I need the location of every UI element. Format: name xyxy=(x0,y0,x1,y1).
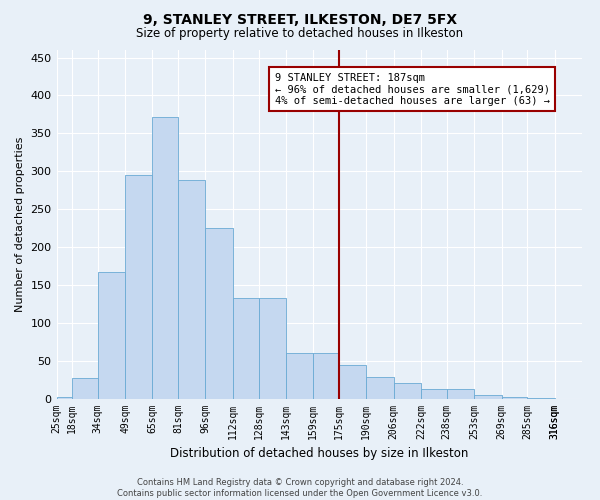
X-axis label: Distribution of detached houses by size in Ilkeston: Distribution of detached houses by size … xyxy=(170,447,469,460)
Bar xyxy=(367,376,394,398)
Bar xyxy=(178,180,205,398)
Bar xyxy=(339,365,367,398)
Bar xyxy=(286,353,313,399)
Bar xyxy=(72,378,98,398)
Bar xyxy=(259,298,286,398)
Bar xyxy=(447,388,474,398)
Bar xyxy=(152,116,178,398)
Bar xyxy=(394,382,421,398)
Y-axis label: Number of detached properties: Number of detached properties xyxy=(15,136,25,312)
Bar xyxy=(205,228,233,398)
Bar xyxy=(98,272,125,398)
Bar xyxy=(502,397,527,398)
Bar xyxy=(421,390,447,398)
Bar xyxy=(125,175,152,398)
Text: Size of property relative to detached houses in Ilkeston: Size of property relative to detached ho… xyxy=(136,28,464,40)
Bar xyxy=(313,353,339,399)
Text: 9, STANLEY STREET, ILKESTON, DE7 5FX: 9, STANLEY STREET, ILKESTON, DE7 5FX xyxy=(143,12,457,26)
Bar xyxy=(233,298,259,398)
Text: 9 STANLEY STREET: 187sqm
← 96% of detached houses are smaller (1,629)
4% of semi: 9 STANLEY STREET: 187sqm ← 96% of detach… xyxy=(275,72,550,106)
Bar xyxy=(56,397,72,398)
Bar xyxy=(474,395,502,398)
Text: Contains HM Land Registry data © Crown copyright and database right 2024.
Contai: Contains HM Land Registry data © Crown c… xyxy=(118,478,482,498)
